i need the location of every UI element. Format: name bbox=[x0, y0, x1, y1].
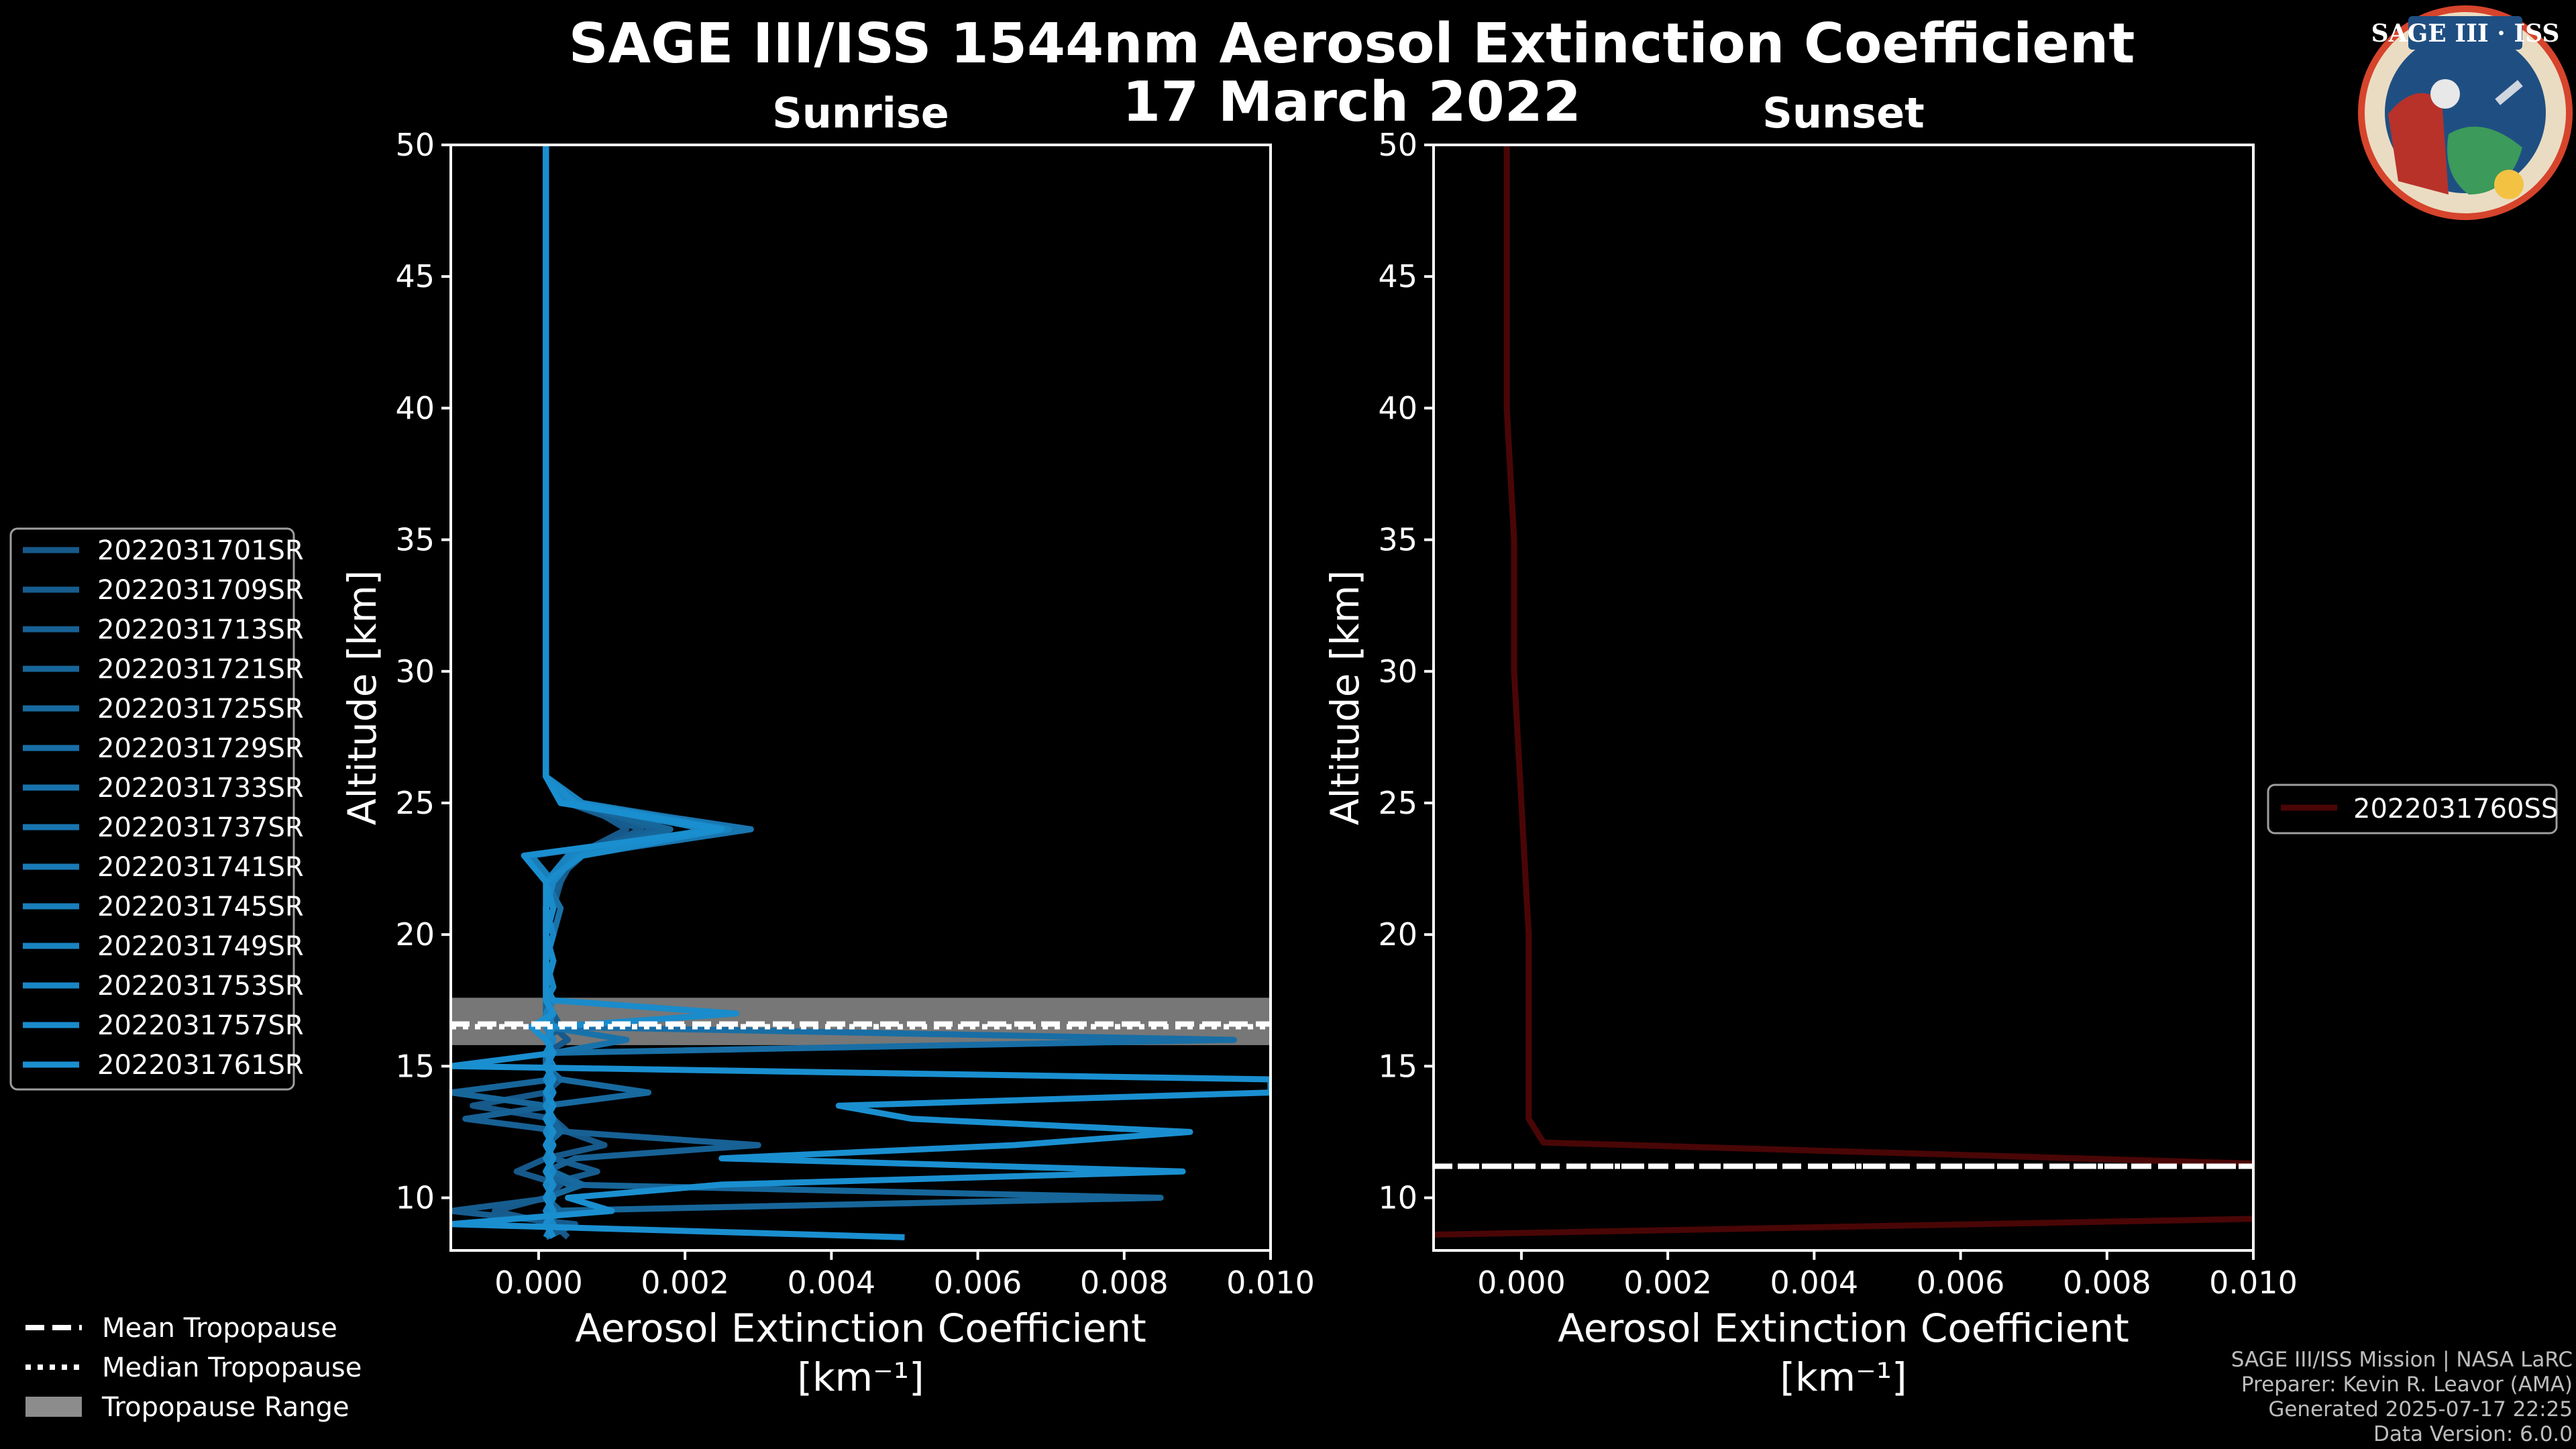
logo-station-icon bbox=[2495, 80, 2523, 105]
ss-xtick-label: 0.010 bbox=[2209, 1265, 2298, 1301]
sunset-legend-box bbox=[2267, 784, 2558, 835]
sunrise-legend-box bbox=[9, 527, 295, 1091]
ss-xtick-label: 0.006 bbox=[1917, 1265, 2005, 1301]
sunset-legend-label: 2022031760SS bbox=[2353, 794, 2558, 824]
sunrise-plot-area bbox=[451, 145, 1271, 1250]
ss-ytick-label: 45 bbox=[1378, 258, 1417, 294]
sr-ytick-label: 20 bbox=[395, 916, 435, 953]
ss-series-line-2022031760SS bbox=[1434, 145, 2253, 1238]
logo-sun-icon bbox=[2494, 170, 2524, 199]
sr-ytick-label: 15 bbox=[395, 1048, 435, 1084]
sr-xtick-label: 0.010 bbox=[1226, 1265, 1315, 1301]
sunrise-legend-label: 2022031737SR bbox=[97, 812, 304, 843]
credit-line-version: Data Version: 6.0.0 bbox=[2373, 1422, 2573, 1446]
ss-ytick-label: 30 bbox=[1378, 653, 1417, 690]
sr-xtick-label: 0.002 bbox=[641, 1265, 729, 1301]
figure-title: SAGE III/ISS 1544nm Aerosol Extinction C… bbox=[569, 12, 2135, 76]
sr-xtick-label: 0.000 bbox=[494, 1265, 583, 1301]
sunrise-legend-label: 2022031721SR bbox=[97, 654, 304, 685]
sunset-axes-frame bbox=[1432, 144, 2255, 1252]
sr-ytick-label: 25 bbox=[395, 785, 435, 821]
sr-ytick-label: 45 bbox=[395, 258, 435, 294]
sunrise-y-axis-label: Altitude [km] bbox=[339, 570, 385, 825]
sr-ytick-label: 35 bbox=[395, 522, 435, 558]
logo-moon-icon bbox=[2430, 79, 2460, 109]
sunrise-legend-label: 2022031709SR bbox=[97, 575, 304, 606]
sunrise-legend-label: 2022031713SR bbox=[97, 614, 304, 645]
ss-ytick-label: 15 bbox=[1378, 1048, 1417, 1084]
tropopause-legend-label: Median Tropopause bbox=[102, 1352, 362, 1383]
ss-xtick-label: 0.000 bbox=[1477, 1265, 1566, 1301]
sunrise-legend-label: 2022031761SR bbox=[97, 1050, 304, 1081]
sunrise-panel: 10 15 20 25 30 35 40 45 50 0.000 0.002 0.004 0.006 0.… bbox=[339, 127, 1315, 1400]
ss-ytick-label: 40 bbox=[1378, 390, 1417, 426]
sunrise-panel-title: Sunrise bbox=[772, 89, 949, 138]
sunset-x-axis-units: [km⁻¹] bbox=[1780, 1354, 1907, 1400]
sunrise-legend: 2022031701SR 2022031709SR 2022031713SR 2022… bbox=[9, 527, 304, 1091]
sr-ytick-label: 30 bbox=[395, 653, 435, 690]
sunrise-legend-label: 2022031749SR bbox=[97, 931, 304, 962]
ss-ytick-label: 20 bbox=[1378, 916, 1417, 953]
sunset-y-axis-label: Altitude [km] bbox=[1322, 570, 1368, 825]
logo-text: SAGE III · ISS bbox=[2371, 19, 2560, 48]
sr-ytick-label: 50 bbox=[395, 127, 435, 163]
sr-xtick-label: 0.008 bbox=[1080, 1265, 1169, 1301]
ss-ytick-label: 25 bbox=[1378, 785, 1417, 821]
sunset-x-axis-label: Aerosol Extinction Coefficient bbox=[1558, 1305, 2129, 1351]
sr-series-line-2022031761SR bbox=[451, 145, 1271, 1240]
sr-ytick-label: 40 bbox=[395, 390, 435, 426]
sunrise-legend-label: 2022031733SR bbox=[97, 773, 304, 804]
tropopause-legend: Mean Tropopause Median Tropopause Tropopau… bbox=[25, 1313, 362, 1423]
tropopause-legend-label: Tropopause Range bbox=[101, 1392, 350, 1423]
sunrise-legend-label: 2022031725SR bbox=[97, 694, 304, 724]
sunset-legend: 2022031760SS bbox=[2267, 784, 2558, 835]
ss-ytick-label: 50 bbox=[1378, 127, 1417, 163]
sage-mission-logo: SAGE III · ISS bbox=[2358, 5, 2573, 220]
sunrise-legend-label: 2022031741SR bbox=[97, 852, 304, 883]
figure-subtitle-date: 17 March 2022 bbox=[1122, 70, 1581, 134]
sunset-panel-title: Sunset bbox=[1762, 89, 1925, 138]
ss-ytick-label: 10 bbox=[1378, 1180, 1417, 1216]
credits-block: SAGE III/ISS Mission | NASA LaRC Prepare… bbox=[2231, 1348, 2573, 1446]
ss-xtick-label: 0.004 bbox=[1770, 1265, 1859, 1301]
sr-ytick-label: 10 bbox=[395, 1180, 435, 1216]
ss-xtick-label: 0.008 bbox=[2063, 1265, 2151, 1301]
logo-banner bbox=[2408, 16, 2522, 50]
sunrise-x-axis-label: Aerosol Extinction Coefficient bbox=[575, 1305, 1146, 1351]
logo-figure-icon bbox=[2388, 93, 2449, 195]
tropopause-legend-label: Mean Tropopause bbox=[102, 1313, 337, 1344]
sunrise-legend-label: 2022031757SR bbox=[97, 1010, 304, 1041]
sunrise-legend-label: 2022031753SR bbox=[97, 971, 304, 1002]
credit-line-preparer: Preparer: Kevin R. Leavor (AMA) bbox=[2241, 1373, 2573, 1397]
credit-line-mission: SAGE III/ISS Mission | NASA LaRC bbox=[2231, 1348, 2573, 1372]
tropopause-range-swatch bbox=[25, 1397, 82, 1417]
sunrise-x-axis-units: [km⁻¹] bbox=[797, 1354, 924, 1400]
sunrise-legend-label: 2022031701SR bbox=[97, 535, 304, 566]
sunrise-legend-label: 2022031745SR bbox=[97, 892, 304, 922]
sr-xtick-label: 0.004 bbox=[788, 1265, 876, 1301]
ss-ytick-label: 35 bbox=[1378, 522, 1417, 558]
sunrise-legend-label: 2022031729SR bbox=[97, 733, 304, 764]
sunset-plot-area bbox=[1434, 145, 2253, 1250]
sunset-panel: 10 15 20 25 30 35 40 45 50 0.000 0.002 0.004 0.006 0.… bbox=[1322, 127, 2298, 1400]
sunrise-axes-frame bbox=[449, 144, 1272, 1252]
sr-xtick-label: 0.006 bbox=[934, 1265, 1022, 1301]
credit-line-generated: Generated 2025-07-17 22:25 bbox=[2268, 1397, 2573, 1421]
ss-xtick-label: 0.002 bbox=[1623, 1265, 1712, 1301]
